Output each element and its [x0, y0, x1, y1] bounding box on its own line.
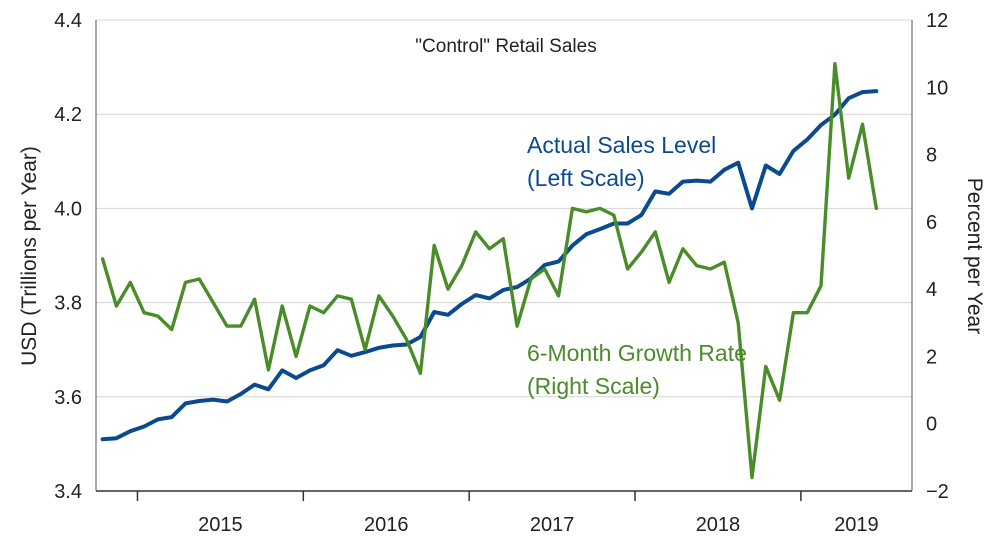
growth-rate-annotation-line2: (Right Scale) [527, 373, 660, 399]
plot-frame [95, 20, 913, 492]
x-axis-ticks: 2015 2016 2017 2018 2019 [136, 491, 879, 536]
right-tick-label: 10 [926, 77, 948, 99]
right-tick-label: 2 [926, 346, 937, 368]
x-tick-label: 2019 [834, 514, 879, 536]
x-tick-label: 2016 [364, 514, 409, 536]
x-tick-label: 2017 [530, 514, 575, 536]
right-tick-label: 8 [926, 145, 937, 167]
right-tick-label: 6 [926, 212, 937, 234]
right-tick-label: 4 [926, 279, 937, 301]
sales-level-line [100, 89, 879, 442]
series-lines [100, 62, 879, 480]
sales-level-annotation-line1: Actual Sales Level [527, 132, 716, 158]
gridlines [96, 19, 912, 398]
right-axis-label: Percent per Year [963, 178, 986, 334]
left-axis-label: USD (Trillions per Year) [18, 146, 41, 366]
chart-title: "Control" Retail Sales [415, 36, 596, 57]
left-tick-label: 3.6 [54, 387, 82, 409]
x-tick-label: 2015 [198, 514, 243, 536]
left-axis-ticks: 3.4 3.6 3.8 4.0 4.2 4.4 [54, 10, 82, 503]
x-tick-label: 2018 [696, 514, 741, 536]
left-tick-label: 4.2 [54, 104, 82, 126]
sales-level-annotation-line2: (Left Scale) [527, 165, 645, 191]
right-axis-ticks: −2 0 2 4 6 8 10 12 [926, 10, 949, 503]
right-tick-label: 0 [926, 414, 937, 436]
right-tick-label: 12 [926, 10, 948, 32]
left-tick-label: 4.4 [54, 10, 82, 32]
left-tick-label: 4.0 [54, 198, 82, 220]
right-tick-label: −2 [926, 481, 949, 503]
growth-rate-line [100, 62, 878, 480]
growth-rate-annotation-line1: 6-Month Growth Rate [527, 340, 747, 366]
left-tick-label: 3.4 [54, 481, 82, 503]
left-tick-label: 3.8 [54, 293, 82, 315]
